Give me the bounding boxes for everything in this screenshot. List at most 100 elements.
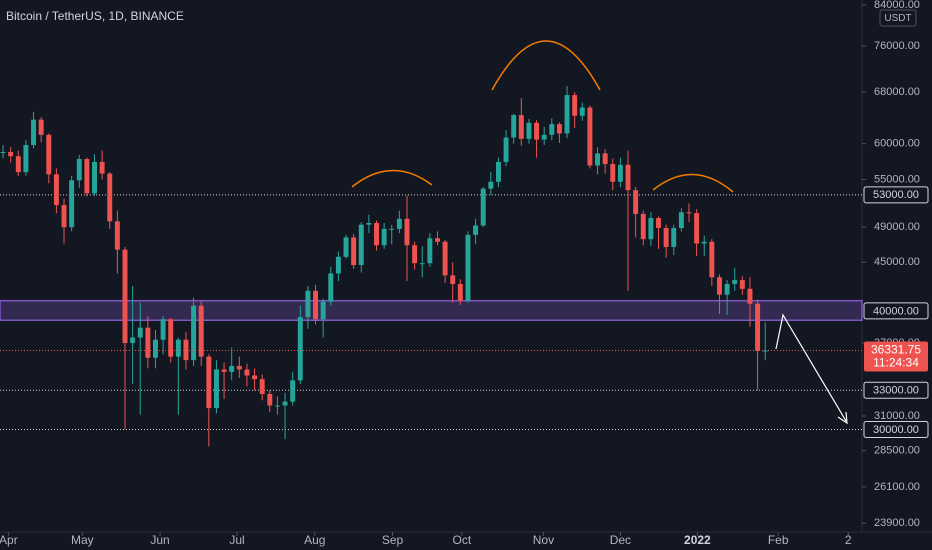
candle-body [290, 380, 296, 402]
projection-arrow [775, 313, 847, 422]
candle-body [343, 237, 349, 257]
level-label: 53000.00 [873, 189, 919, 201]
candle-body [686, 212, 692, 214]
candle-body [709, 241, 715, 278]
candle-body [716, 277, 722, 295]
candle-body [427, 238, 433, 264]
candle-body [450, 275, 456, 284]
candle-body [541, 134, 547, 140]
candle-body [76, 159, 82, 181]
y-tick-label: 26100.00 [874, 481, 920, 493]
candle-body [701, 241, 707, 244]
candle-body [175, 339, 181, 357]
candle-body [46, 134, 52, 175]
x-tick-label: 2022 [684, 533, 711, 547]
candle-body [374, 222, 379, 246]
chart-title: Bitcoin / TetherUS, 1D, BINANCE [6, 9, 184, 23]
y-tick-label: 31000.00 [874, 410, 920, 422]
candle-body [153, 339, 158, 358]
y-tick-label: 60000.00 [874, 138, 920, 150]
level-box [863, 381, 929, 399]
candle-body [572, 95, 578, 116]
candle-body [381, 228, 387, 246]
zone [0, 299, 863, 322]
candle-body [229, 365, 235, 372]
y-tick-label: 76000.00 [874, 40, 920, 52]
y-tick-label: 49000.00 [874, 221, 920, 233]
x-tick-label: Dec [610, 533, 631, 547]
candle-body [556, 124, 562, 134]
candle-body [252, 375, 258, 380]
candle-body [526, 122, 532, 139]
candle-body [23, 145, 29, 173]
candle-body [747, 288, 753, 304]
candle-body [473, 225, 479, 235]
candle-body [503, 137, 509, 162]
candle-body [640, 213, 646, 240]
candle-body [53, 174, 59, 206]
y-tick-label: 23900.00 [874, 517, 920, 529]
candle-body [495, 161, 501, 182]
candle-body [633, 190, 639, 214]
pattern-arc [652, 173, 734, 193]
candle-body [69, 180, 75, 228]
candle-body [648, 218, 654, 240]
candle-body [274, 405, 280, 407]
candle-body [457, 283, 463, 301]
x-tick-label: May [71, 533, 94, 547]
y-tick-label: 45000.00 [874, 256, 920, 268]
y-tick-label: 84000.00 [874, 0, 920, 11]
candle-body [31, 119, 37, 146]
candle-body [694, 213, 700, 244]
candle-body [678, 212, 684, 229]
candle-body [755, 303, 761, 351]
zone-box [863, 302, 929, 320]
candle-body [739, 280, 745, 289]
candle-body [549, 124, 555, 135]
level-label: 33000.00 [873, 385, 919, 397]
marks [0, 86, 863, 447]
candle-body [122, 249, 128, 344]
candle-body [465, 234, 471, 301]
candle-body [610, 164, 616, 182]
candle-body [191, 305, 197, 361]
y-tick-label: 55000.00 [874, 173, 920, 185]
candle-body [724, 283, 730, 295]
pattern-arc [491, 40, 601, 91]
arrow-head [837, 411, 848, 425]
y-tick-label: 28500.00 [874, 445, 920, 457]
candle-body [564, 95, 570, 134]
candle-body [168, 319, 174, 357]
candle-body [267, 393, 273, 406]
candle-body [114, 221, 120, 250]
x-tick-label: Nov [533, 533, 554, 547]
candle-body [602, 153, 608, 165]
level-box [863, 186, 929, 204]
candle-body [663, 228, 669, 248]
candle-body [297, 317, 303, 381]
candle-body [313, 290, 319, 320]
candle-body [221, 369, 227, 372]
candle-body [419, 263, 425, 265]
candle-body [305, 290, 311, 318]
x-tick-label: Feb [768, 533, 789, 547]
zone-label: 40000.00 [873, 305, 919, 317]
candle-body [366, 222, 372, 225]
last-price-label: 36331.75 [871, 343, 921, 357]
candle-body [351, 237, 357, 266]
candle-body [206, 356, 212, 409]
x-tick-label: Oct [453, 533, 472, 547]
candle-body [435, 238, 440, 242]
candle-body [84, 159, 90, 194]
x-tick-label: Jun [150, 533, 169, 547]
candle-body [244, 369, 250, 376]
candle-body [99, 161, 105, 174]
candle-body [130, 337, 136, 344]
x-tick-label: Aug [304, 533, 325, 547]
candle-body [198, 305, 204, 357]
candle-body [412, 245, 418, 264]
candle-body [236, 365, 242, 370]
candle-body [534, 122, 540, 140]
